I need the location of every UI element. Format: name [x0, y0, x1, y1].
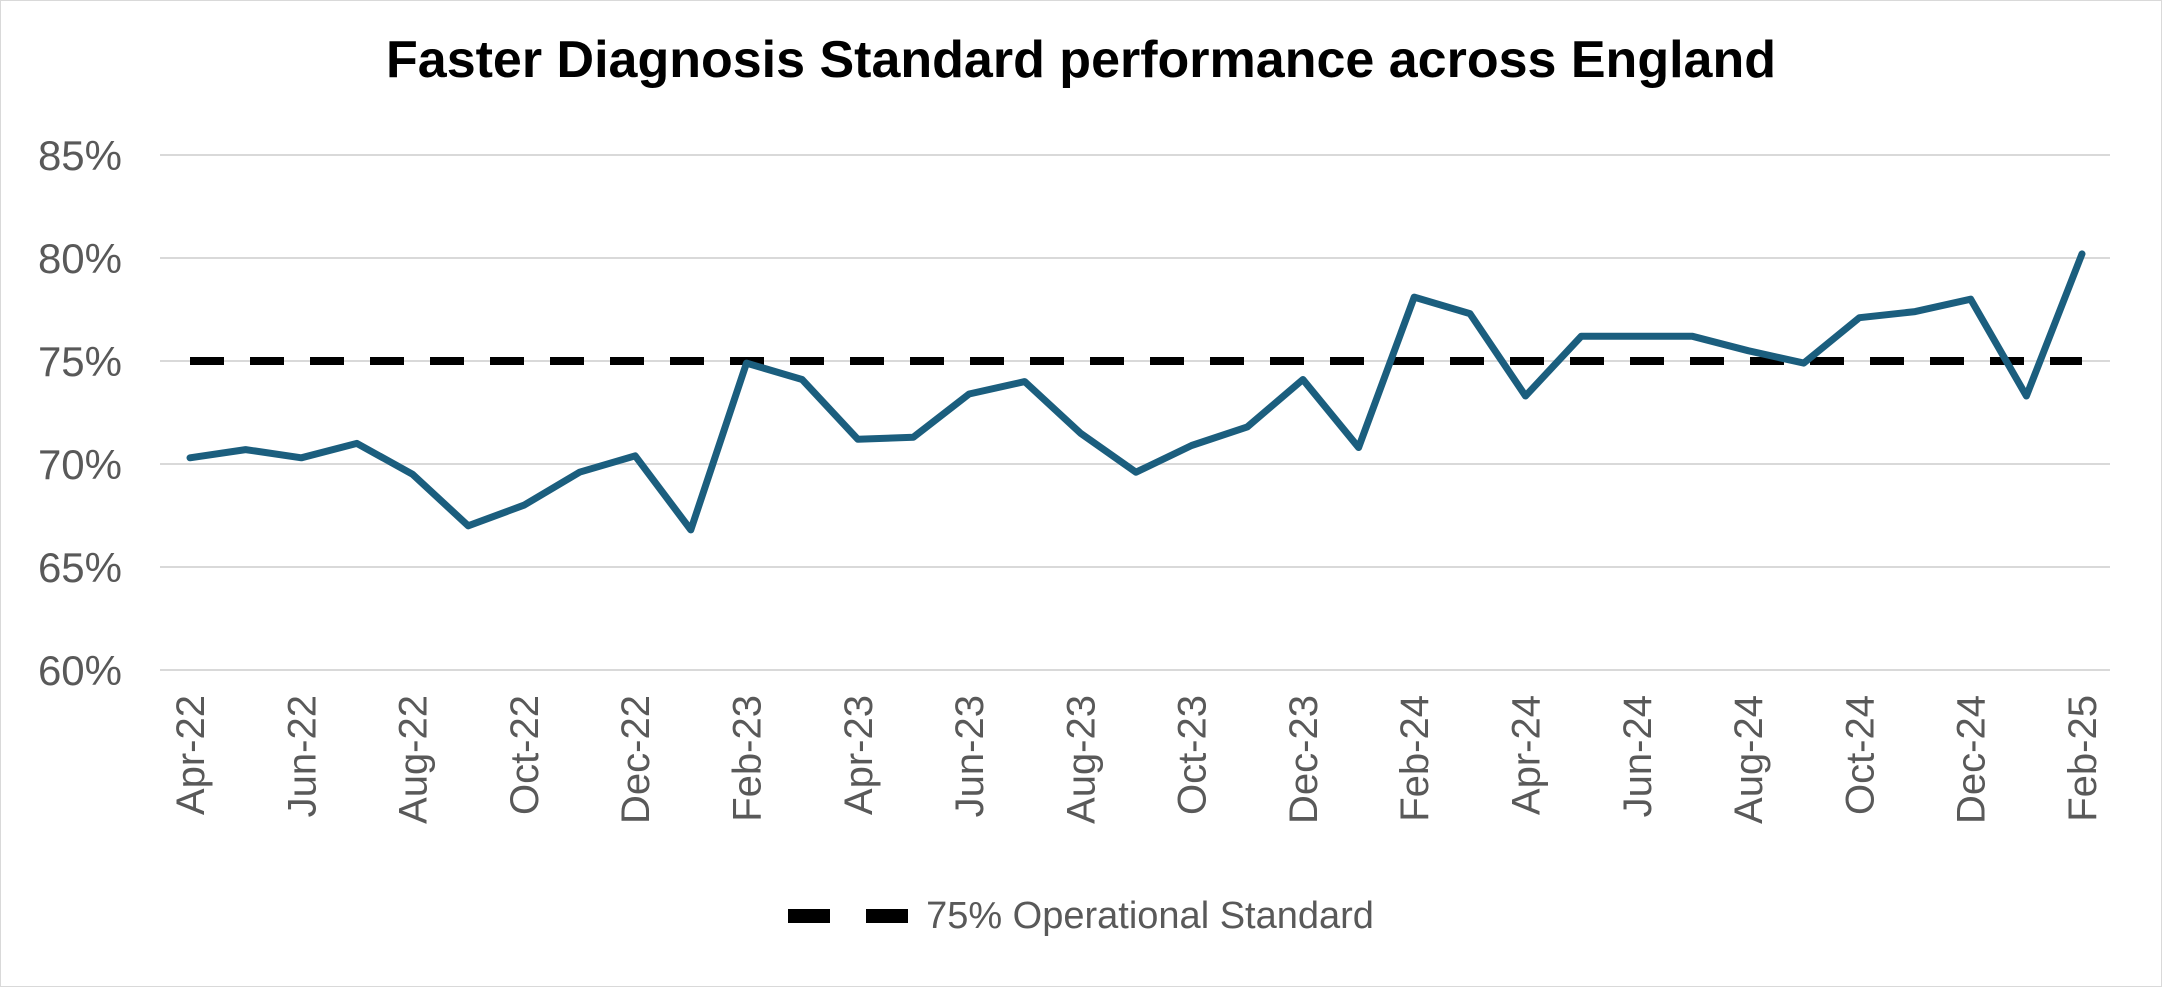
- x-tick-label: Feb-25: [2061, 695, 2105, 822]
- x-tick-label: Jun-24: [1616, 695, 1660, 817]
- y-tick-label: 60%: [38, 647, 122, 694]
- x-tick-label: Aug-24: [1727, 695, 1771, 824]
- x-tick-label: Apr-23: [837, 695, 881, 815]
- legend-label: 75% Operational Standard: [926, 894, 1374, 937]
- x-axis-ticks: Apr-22 Jun-22 Aug-22 Oct-22 Dec-22 Feb-23 Apr-…: [169, 695, 2105, 824]
- x-tick-label: Dec-23: [1282, 695, 1326, 824]
- x-tick-label: Oct-24: [1838, 695, 1882, 815]
- x-tick-label: Jun-22: [280, 695, 324, 817]
- x-tick-label: Aug-22: [392, 695, 436, 824]
- x-tick-label: Aug-23: [1059, 695, 1103, 824]
- y-tick-label: 85%: [38, 132, 122, 179]
- x-tick-label: Jun-23: [948, 695, 992, 817]
- legend: 75% Operational Standard: [0, 888, 2162, 944]
- fds-performance-line: [186, 250, 2086, 534]
- x-tick-label: Oct-22: [503, 695, 547, 815]
- x-tick-label: Dec-22: [614, 695, 658, 824]
- y-tick-label: 80%: [38, 235, 122, 282]
- x-tick-label: Feb-23: [725, 695, 769, 822]
- x-tick-label: Oct-23: [1171, 695, 1215, 815]
- y-axis-ticks: 60% 65% 70% 75% 80% 85%: [38, 132, 122, 694]
- x-tick-label: Feb-24: [1393, 695, 1437, 822]
- y-tick-label: 75%: [38, 338, 122, 385]
- chart-title: Faster Diagnosis Standard performance ac…: [386, 31, 1776, 89]
- x-tick-label: Apr-22: [169, 695, 213, 815]
- series-layer: [186, 250, 2086, 534]
- y-tick-label: 65%: [38, 544, 122, 591]
- y-tick-label: 70%: [38, 441, 122, 488]
- legend-dashed-line-swatch: [788, 909, 909, 923]
- x-tick-label: Apr-24: [1505, 695, 1549, 815]
- gridlines: [160, 154, 2110, 671]
- x-tick-label: Dec-24: [1950, 695, 1994, 824]
